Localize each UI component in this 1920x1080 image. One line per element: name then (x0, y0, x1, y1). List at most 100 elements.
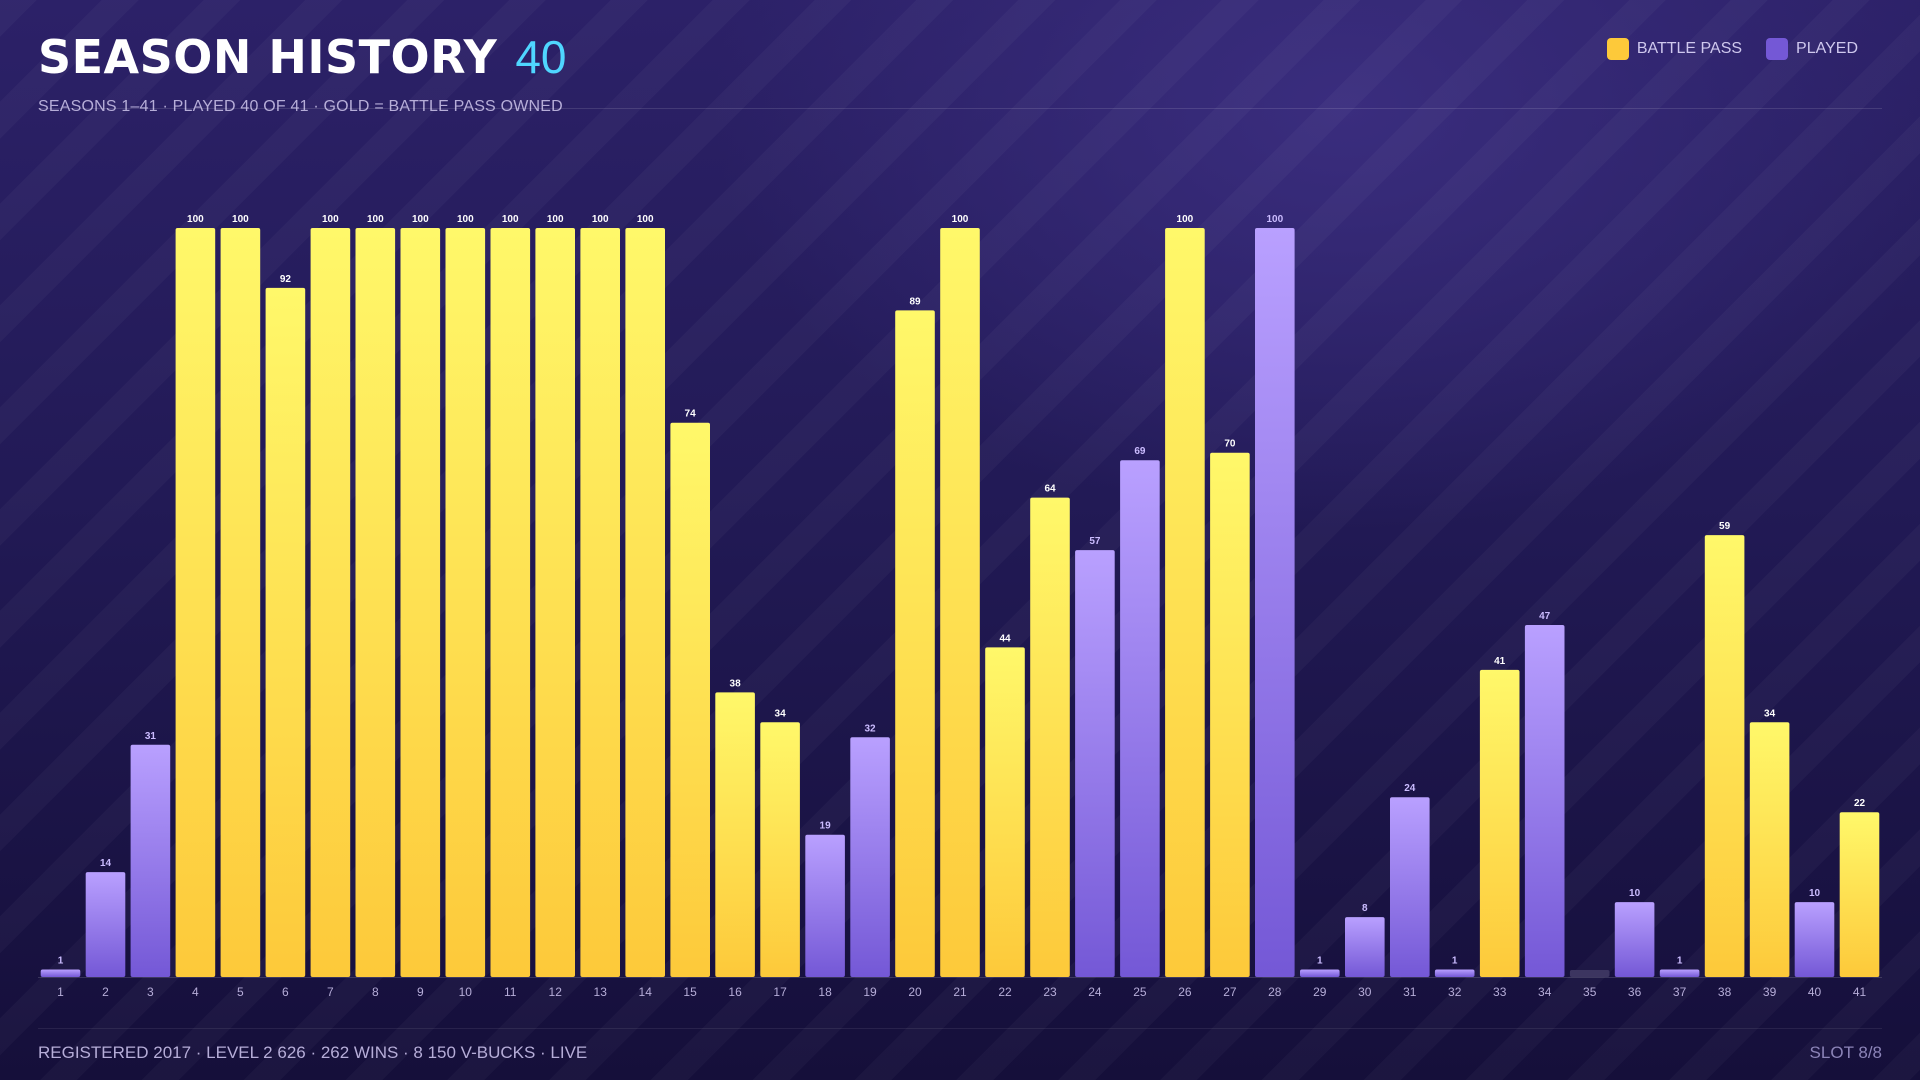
bar-season-14 (625, 228, 665, 977)
bar-season-3 (130, 744, 171, 977)
legend-item-battle-pass: BATTLE PASS (1606, 38, 1743, 60)
bar-season-6 (265, 287, 306, 977)
title-row: SEASON HISTORY 40 (38, 30, 567, 84)
bar-season-37 (1659, 969, 1700, 977)
bar-season-1 (40, 969, 81, 977)
value-label-season-6: 92 (280, 274, 292, 285)
tick-label-season-30: 30 (1358, 985, 1372, 999)
tick-label-season-1: 1 (57, 985, 64, 999)
value-label-season-1: 1 (58, 956, 64, 967)
tick-label-season-25: 25 (1133, 985, 1147, 999)
value-label-season-34: 47 (1539, 611, 1551, 622)
value-label-season-25: 69 (1134, 446, 1146, 457)
tick-label-season-11: 11 (504, 985, 517, 999)
bar-season-25 (1120, 460, 1160, 977)
tick-label-season-20: 20 (908, 985, 922, 999)
bar-season-8 (355, 228, 396, 977)
x-tick-labels-group: 1 2 3 4 5 6 7 8 9 10 11 12 13 14 15 16 17 18 19 20 21 22 23 24 2… (57, 985, 1866, 999)
bar-season-4 (175, 228, 216, 977)
value-label-season-5: 100 (232, 214, 249, 225)
bar-season-39 (1749, 722, 1790, 977)
bars-group (40, 228, 1880, 977)
value-label-season-19: 32 (864, 723, 876, 734)
value-label-season-9: 100 (412, 214, 429, 225)
tick-label-season-3: 3 (147, 985, 154, 999)
value-label-season-4: 100 (187, 214, 204, 225)
value-label-season-23: 64 (1044, 484, 1056, 495)
bar-season-9 (400, 228, 441, 977)
bar-season-10 (445, 228, 486, 977)
value-label-season-31: 24 (1404, 783, 1416, 794)
value-label-season-10: 100 (457, 214, 474, 225)
bar-season-31 (1390, 797, 1430, 977)
tick-label-season-16: 16 (728, 985, 742, 999)
bar-season-33 (1479, 669, 1520, 977)
battle-pass-swatch (1606, 38, 1629, 60)
bar-season-35 (1569, 970, 1610, 977)
bar-season-24 (1075, 550, 1115, 977)
bar-season-13 (580, 228, 620, 977)
tick-label-season-28: 28 (1268, 985, 1282, 999)
value-label-season-37: 1 (1677, 956, 1683, 967)
bar-season-11 (490, 228, 531, 977)
bar-season-7 (310, 228, 351, 977)
tick-label-season-12: 12 (549, 985, 563, 999)
value-label-season-32: 1 (1452, 956, 1458, 967)
tick-label-season-8: 8 (372, 985, 379, 999)
bar-season-36 (1614, 902, 1655, 977)
tick-label-season-22: 22 (998, 985, 1012, 999)
seasons-played-count: 40 (515, 31, 567, 83)
value-label-season-8: 100 (367, 214, 384, 225)
tick-label-season-40: 40 (1808, 985, 1822, 999)
tick-label-season-19: 19 (863, 985, 877, 999)
value-label-season-15: 74 (685, 409, 697, 420)
value-label-season-36: 10 (1629, 888, 1641, 899)
value-label-season-41: 22 (1854, 798, 1866, 809)
header-divider (38, 108, 1882, 109)
tick-label-season-9: 9 (417, 985, 424, 999)
value-labels-group: 1 14 31 100 100 92 100 100 100 100 100 100 100 100 74 3… (58, 214, 1866, 967)
bar-season-15 (670, 422, 710, 977)
value-label-season-21: 100 (952, 214, 969, 225)
value-label-season-22: 44 (999, 633, 1011, 644)
bar-season-41 (1839, 812, 1880, 977)
tick-label-season-33: 33 (1493, 985, 1507, 999)
tick-label-season-24: 24 (1088, 985, 1102, 999)
tick-label-season-35: 35 (1583, 985, 1597, 999)
bar-season-19 (850, 737, 890, 977)
value-label-season-39: 34 (1764, 708, 1776, 719)
tick-label-season-27: 27 (1223, 985, 1237, 999)
bar-season-21 (940, 228, 980, 977)
footer-divider (38, 1028, 1882, 1029)
value-label-season-29: 1 (1317, 956, 1323, 967)
slot-indicator: SLOT 8/8 (1809, 1043, 1882, 1062)
tick-label-season-14: 14 (639, 985, 653, 999)
tick-label-season-38: 38 (1718, 985, 1732, 999)
tick-label-season-2: 2 (102, 985, 109, 999)
value-label-season-11: 100 (502, 214, 519, 225)
tick-label-season-23: 23 (1043, 985, 1057, 999)
value-label-season-20: 89 (909, 296, 921, 307)
legend-item-played: PLAYED (1766, 38, 1858, 60)
value-label-season-13: 100 (592, 214, 609, 225)
value-label-season-26: 100 (1177, 214, 1194, 225)
played-swatch (1766, 38, 1789, 60)
tick-label-season-41: 41 (1853, 985, 1867, 999)
value-label-season-18: 19 (820, 821, 832, 832)
bar-season-40 (1794, 902, 1835, 977)
tick-label-season-18: 18 (818, 985, 832, 999)
bar-season-2 (85, 872, 126, 977)
account-summary: REGISTERED 2017 · LEVEL 2 626 · 262 WINS… (38, 1043, 588, 1062)
legend-label-battle-pass: BATTLE PASS (1636, 40, 1743, 57)
value-label-season-17: 34 (775, 708, 787, 719)
page-title: SEASON HISTORY (38, 30, 498, 84)
tick-label-season-15: 15 (683, 985, 697, 999)
value-label-season-38: 59 (1719, 521, 1731, 532)
tick-label-season-10: 10 (459, 985, 473, 999)
tick-label-season-39: 39 (1763, 985, 1777, 999)
bar-season-23 (1030, 497, 1070, 977)
value-label-season-16: 38 (730, 678, 742, 689)
value-label-season-14: 100 (637, 214, 654, 225)
value-label-season-27: 70 (1224, 439, 1236, 450)
value-label-season-12: 100 (547, 214, 564, 225)
